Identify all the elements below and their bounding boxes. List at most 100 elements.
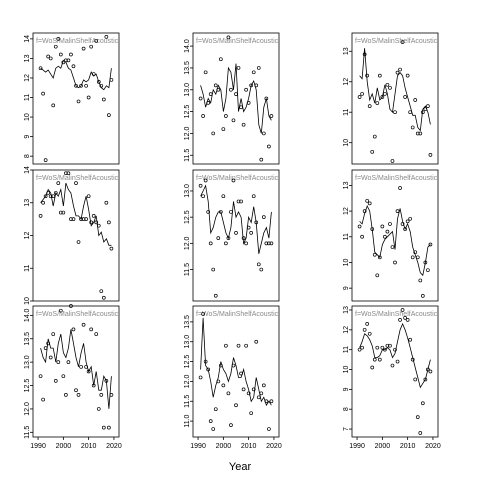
data-point xyxy=(367,104,372,108)
x-tick-label: 2020 xyxy=(425,443,441,450)
data-point xyxy=(249,231,254,235)
y-tick-label: 12 xyxy=(24,74,31,82)
data-point xyxy=(370,149,375,154)
data-point xyxy=(216,379,221,384)
data-point xyxy=(201,312,205,316)
panel-3: f=WoS/MalinShelfAcoustic 10 11 12 13 xyxy=(343,32,439,165)
data-point xyxy=(53,379,58,383)
data-point xyxy=(420,294,425,298)
y-tick-label: 11 xyxy=(343,108,350,115)
data-point xyxy=(400,222,405,226)
data-point xyxy=(48,355,53,360)
data-point xyxy=(398,318,402,322)
data-point xyxy=(259,391,264,396)
data-point xyxy=(76,240,81,244)
data-point xyxy=(357,224,362,229)
trend-line xyxy=(40,329,112,409)
data-point xyxy=(234,92,238,96)
data-point xyxy=(390,363,395,368)
data-point xyxy=(216,236,221,240)
data-point xyxy=(251,387,256,392)
data-point xyxy=(198,375,203,380)
data-point xyxy=(410,125,415,130)
data-point xyxy=(84,217,88,221)
y-tick-label: 11.5 xyxy=(184,395,191,408)
data-point xyxy=(41,397,45,402)
data-point xyxy=(385,82,390,87)
data-point xyxy=(198,183,203,188)
data-point xyxy=(96,223,101,228)
data-point xyxy=(236,66,241,70)
data-point xyxy=(256,262,261,267)
data-point xyxy=(89,44,94,49)
data-point xyxy=(239,371,243,376)
data-point xyxy=(259,157,264,162)
panel-8: f=WoS/MalinShelfAcoustic 11.0 11.5 12.0 12.5… xyxy=(184,305,282,450)
data-point xyxy=(415,131,420,136)
data-point xyxy=(58,210,63,215)
data-point xyxy=(428,153,433,157)
data-point xyxy=(211,131,216,136)
data-point xyxy=(365,73,370,78)
data-point xyxy=(61,374,66,379)
data-point xyxy=(400,40,405,44)
y-tick-label: 13.0 xyxy=(24,355,31,369)
data-point xyxy=(221,127,226,131)
panel-7: f=WoS/MalinShelfAcoustic 11.5 12.0 12.5 13.0… xyxy=(24,304,122,450)
data-point xyxy=(259,267,264,272)
data-point xyxy=(241,387,246,392)
data-point xyxy=(365,322,370,326)
data-point xyxy=(256,66,261,70)
panel-label: f=WoS/MalinShelfAcoustic xyxy=(196,311,279,318)
data-point xyxy=(66,360,71,364)
data-point xyxy=(76,393,81,397)
data-point xyxy=(370,365,375,370)
data-point xyxy=(267,427,271,431)
data-point xyxy=(428,369,433,374)
y-tick-label: 10 xyxy=(24,297,31,305)
y-tick-label: 11.5 xyxy=(184,149,191,162)
data-point xyxy=(398,67,402,72)
data-point xyxy=(393,110,397,115)
y-tick-label: 8 xyxy=(24,154,31,158)
data-point xyxy=(89,220,94,225)
data-point xyxy=(46,191,51,195)
y-tick-label: 13 xyxy=(24,199,31,207)
panel-label: f=WoS/MalinShelfAcoustic xyxy=(355,311,438,318)
data-point xyxy=(362,209,367,213)
data-point xyxy=(107,220,111,225)
data-point xyxy=(400,308,405,312)
data-point xyxy=(383,92,387,96)
y-tick-label: 13.5 xyxy=(184,61,191,75)
data-point xyxy=(418,131,423,136)
data-point xyxy=(251,194,256,199)
y-tick-label: 14 xyxy=(24,166,31,174)
data-point xyxy=(208,92,213,96)
data-point xyxy=(224,343,228,348)
data-point xyxy=(69,304,73,308)
data-point xyxy=(234,231,238,235)
data-point xyxy=(264,241,269,246)
data-point xyxy=(403,316,407,320)
data-point xyxy=(410,255,415,260)
data-point xyxy=(107,113,111,117)
data-point xyxy=(69,52,73,57)
data-point xyxy=(84,364,88,369)
data-point xyxy=(256,395,261,400)
data-point xyxy=(213,407,218,412)
data-point xyxy=(423,377,428,382)
data-point xyxy=(94,332,99,336)
data-point xyxy=(239,105,243,110)
data-point xyxy=(231,178,236,183)
data-point xyxy=(109,393,114,397)
data-point xyxy=(269,241,274,246)
x-tick-label: 2000 xyxy=(375,443,391,450)
data-point xyxy=(69,217,73,221)
data-point xyxy=(94,220,99,225)
trend-line xyxy=(359,204,431,277)
data-point xyxy=(370,227,375,231)
data-point xyxy=(51,332,56,336)
panel-label: f=WoS/MalinShelfAcoustic xyxy=(196,38,279,45)
data-point xyxy=(267,241,271,246)
